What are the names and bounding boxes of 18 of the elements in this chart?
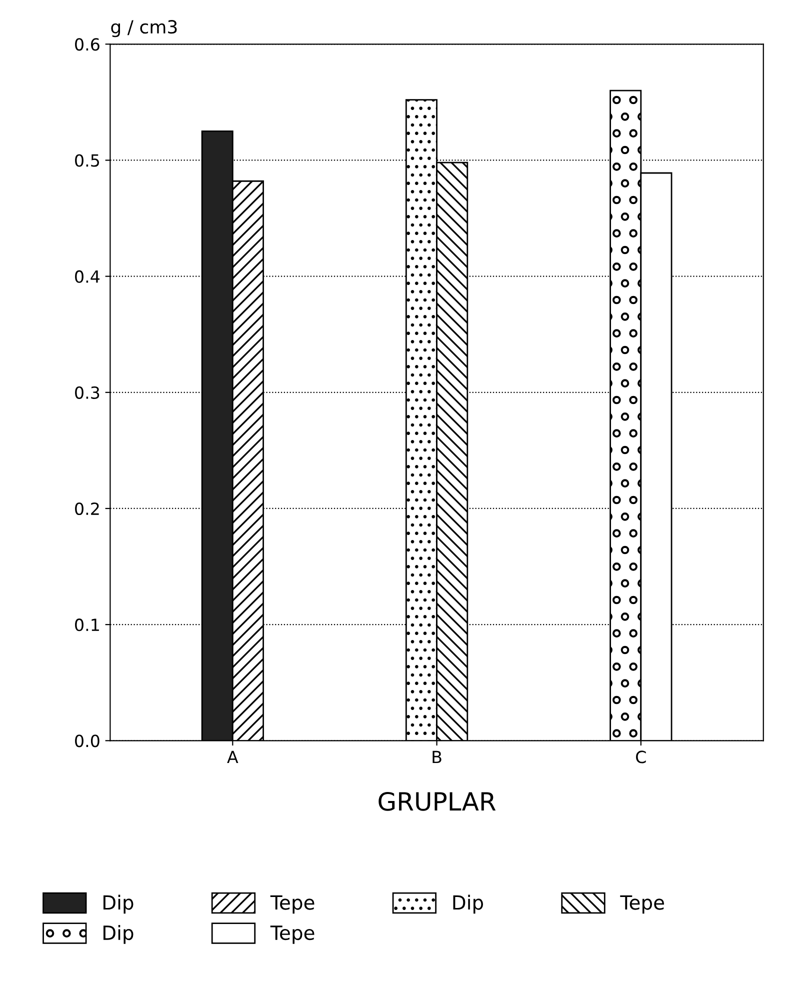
y-tick-label: 0.0	[75, 734, 100, 748]
legend-label: Tepe	[620, 895, 664, 914]
y-tick-label: 0.5	[75, 154, 100, 167]
x-tick-label: C	[636, 750, 646, 764]
y-tick-label: 0.2	[75, 502, 99, 516]
y-tick-label: 0.6	[75, 38, 100, 51]
x-tick-label: A	[227, 750, 238, 764]
y-axis-title: g / cm3	[111, 20, 177, 38]
y-tick-label: 0.1	[75, 618, 99, 632]
legend-label: Dip	[103, 894, 134, 914]
y-tick-label: 0.3	[75, 386, 100, 399]
y-tick-label: 0.4	[75, 270, 100, 283]
legend-label: Dip	[453, 894, 484, 914]
legend-label: Tepe	[270, 926, 314, 944]
x-tick-label: B	[432, 750, 442, 764]
x-axis-title: GRUPLAR	[378, 792, 496, 811]
legend-label: Dip	[103, 925, 134, 944]
legend-label: Tepe	[270, 895, 314, 914]
